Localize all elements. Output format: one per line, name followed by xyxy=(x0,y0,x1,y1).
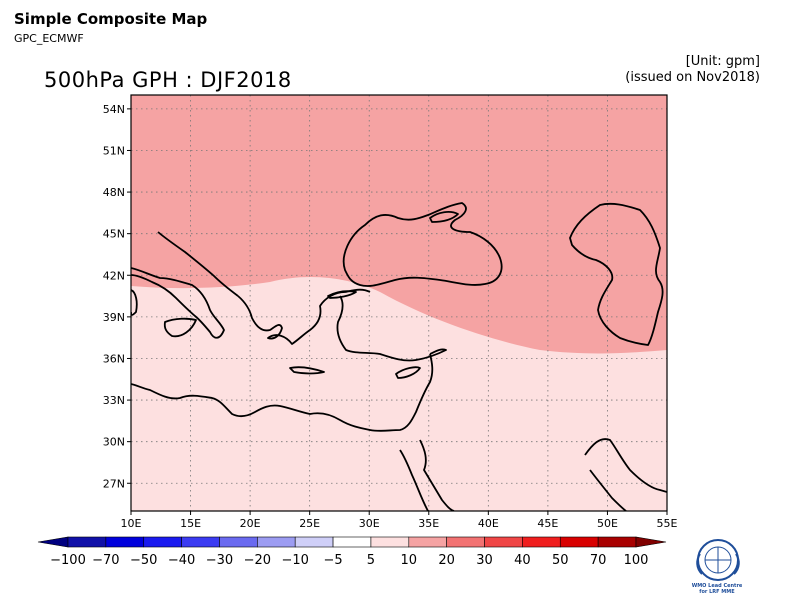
lat-tick-label: 33N xyxy=(103,394,125,407)
balkan-coast xyxy=(237,288,371,345)
sicily-coast xyxy=(163,317,197,338)
axis-ticks xyxy=(127,108,668,515)
colorbar-swatch xyxy=(559,536,599,548)
lat-tick-label: 36N xyxy=(103,352,125,365)
aegean-island xyxy=(327,290,357,299)
colorbar-label: −70 xyxy=(92,553,119,568)
lat-tick-label: 54N xyxy=(103,103,125,116)
lon-tick-label: 15E xyxy=(180,517,201,530)
colorbar-label: −20 xyxy=(244,553,271,568)
colorbar-swatch xyxy=(143,536,182,548)
lat-tick-label: 51N xyxy=(103,144,125,157)
levant-coast xyxy=(131,353,434,432)
lon-tick-label: 50E xyxy=(597,517,618,530)
colorbar-label: −100 xyxy=(50,553,86,568)
map-title: 500hPa GPH : DJF2018 xyxy=(44,68,292,92)
lat-tick-label: 39N xyxy=(103,311,125,324)
colorbar-label: 10 xyxy=(401,553,418,568)
map-frame xyxy=(130,94,668,512)
crete-coast xyxy=(289,366,325,375)
lon-tick-label: 35E xyxy=(418,517,439,530)
lon-tick-label: 40E xyxy=(478,517,499,530)
lon-labels: 10E 15E 20E 25E 30E 35E 40E 45E 50E 55E xyxy=(121,517,678,530)
logo-text: WMO Lead Centre for LRF MME xyxy=(691,583,743,595)
colorbar-swatch xyxy=(105,536,145,548)
colorbar-label: 30 xyxy=(476,553,493,568)
colorbar-swatch xyxy=(257,536,296,548)
colorbar-label: 50 xyxy=(552,553,569,568)
colorbar-swatch xyxy=(484,536,523,548)
persian-gulf-coast xyxy=(584,438,667,493)
lat-labels: 54N 51N 48N 45N 42N 39N 36N 33N 30N 27N xyxy=(103,103,125,490)
colorbar-swatch xyxy=(294,536,334,548)
colorbar-swatch xyxy=(446,536,485,548)
adriatic-coast xyxy=(157,231,239,297)
colorbar-label: 5 xyxy=(367,553,375,568)
colorbar-low-arrow xyxy=(37,536,69,548)
colorbar-label: −40 xyxy=(168,553,195,568)
gulf-aqaba-coast xyxy=(419,439,455,511)
italy-coast xyxy=(131,267,225,339)
lon-tick-label: 45E xyxy=(537,517,558,530)
arabia-coast xyxy=(589,469,627,511)
colorbar-high-arrow xyxy=(635,536,667,548)
lon-tick-label: 20E xyxy=(240,517,261,530)
colorbar-swatch xyxy=(332,536,372,548)
unit-label: [Unit: gpm] xyxy=(685,54,760,69)
lon-tick-label: 10E xyxy=(121,517,142,530)
colorbar-label: −30 xyxy=(206,553,233,568)
colorbar-label: 70 xyxy=(590,553,607,568)
red-sea-coast xyxy=(399,449,429,511)
colorbar-label: −10 xyxy=(281,553,308,568)
colorbar-swatch xyxy=(597,536,637,548)
cyprus-coast xyxy=(395,366,421,379)
caspian-coast xyxy=(569,202,664,346)
colorbar-swatch xyxy=(408,536,447,548)
lat-tick-label: 42N xyxy=(103,269,125,282)
lat-tick-label: 45N xyxy=(103,228,125,241)
issued-label: (issued on Nov2018) xyxy=(625,70,760,85)
lat-tick-label: 30N xyxy=(103,436,125,449)
colorbar-labels: −100 −70 −50 −40 −30 −20 −10 −5 5 10 20 30 40 50 70 100 xyxy=(50,553,648,568)
colorbar xyxy=(37,536,667,548)
colorbar-swatch xyxy=(522,536,561,548)
colorbar-label: 40 xyxy=(514,553,531,568)
lat-tick-label: 48N xyxy=(103,186,125,199)
colorbar-swatch xyxy=(370,536,410,548)
anomaly-field-10-20 xyxy=(131,95,667,354)
header-subtitle: GPC_ECMWF xyxy=(14,32,84,45)
azov-coast xyxy=(429,211,459,223)
colorbar-swatch xyxy=(219,536,258,548)
black-sea-coast xyxy=(342,202,503,287)
wmo-emblem-icon xyxy=(696,539,740,581)
colorbar-label: 100 xyxy=(624,553,649,568)
coastlines xyxy=(131,202,667,511)
lon-tick-label: 25E xyxy=(299,517,320,530)
header-title: Simple Composite Map xyxy=(14,10,208,28)
lon-tick-label: 55E xyxy=(657,517,678,530)
lat-tick-label: 27N xyxy=(103,477,125,490)
colorbar-swatch xyxy=(181,536,220,548)
colorbar-swatch xyxy=(67,536,107,548)
lon-tick-label: 30E xyxy=(359,517,380,530)
colorbar-label: −50 xyxy=(130,553,157,568)
colorbar-label: 20 xyxy=(438,553,455,568)
turkey-coast xyxy=(336,295,447,362)
colorbar-label: −5 xyxy=(323,553,342,568)
